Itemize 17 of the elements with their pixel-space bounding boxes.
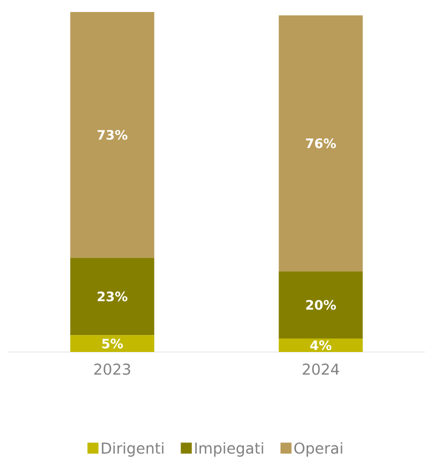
- data-label: 20%: [306, 300, 336, 310]
- data-label: 5%: [102, 338, 123, 349]
- bar: [278, 15, 363, 272]
- data-label: 23%: [98, 292, 128, 302]
- bar: [70, 258, 154, 336]
- data-label: 4%: [310, 340, 332, 350]
- x-tick-label: 2023: [94, 364, 130, 375]
- bar: [70, 12, 154, 258]
- legend-label: Impiegati: [195, 442, 264, 457]
- legend-label: Operai: [294, 442, 342, 457]
- bar: [278, 338, 363, 352]
- data-label: 73%: [98, 130, 128, 140]
- bar: [70, 335, 154, 352]
- legend-label: Dirigenti: [102, 442, 164, 457]
- data-label: 76%: [306, 138, 336, 148]
- x-tick-label: 2024: [302, 364, 339, 375]
- bar: [278, 271, 363, 339]
